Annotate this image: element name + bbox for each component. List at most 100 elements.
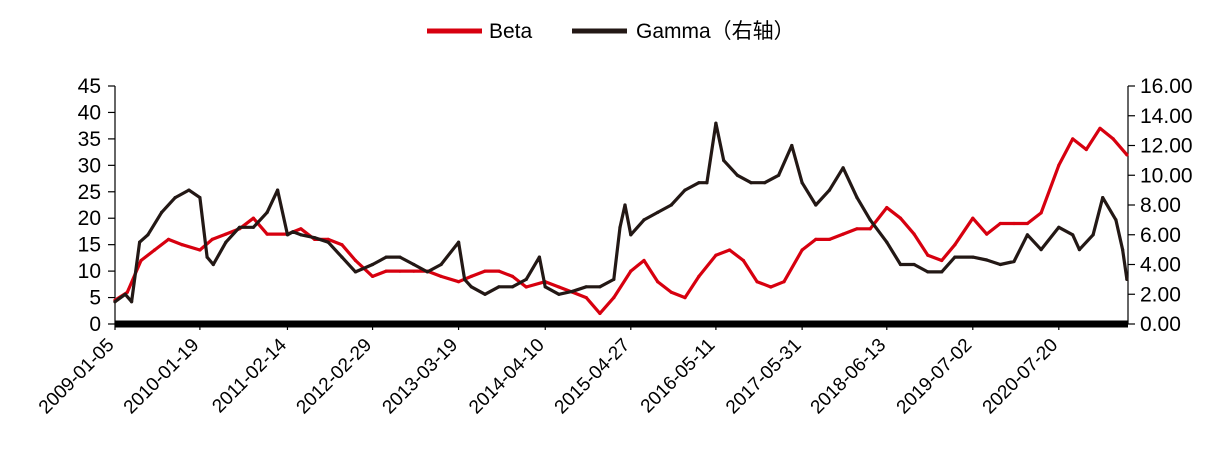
x-tick-label: 2011-02-14 [208,334,291,417]
data-point [276,188,280,192]
left-tick-label: 0 [89,313,101,336]
x-tick-label: 2019-07-02 [893,335,977,419]
data-point [998,262,1002,267]
data-point [483,269,487,273]
data-point [1114,218,1118,222]
data-point [224,232,228,236]
data-point [1091,233,1095,237]
data-point [125,290,129,294]
data-point [130,300,134,304]
data-point [898,262,903,267]
data-point [763,181,767,185]
data-point [173,196,177,200]
data-point [998,221,1002,226]
data-point [1125,153,1129,157]
data-point [971,255,975,259]
x-tick-label: 2013-03-19 [379,335,463,419]
data-point [210,237,214,241]
x-tick-label: 2014-04-10 [465,335,549,419]
data-point [524,277,528,281]
data-point [827,237,832,241]
x-tick-label: 2018-06-13 [807,335,891,419]
data-point [940,270,944,274]
data-point [1077,248,1081,252]
data-point [1057,225,1061,229]
data-point [340,255,344,259]
data-point [412,262,416,267]
x-tick-label: 2016-05-11 [637,335,720,418]
legend-label-2: Gamma（右轴） [636,20,795,43]
data-point [384,255,388,259]
data-point [251,225,255,229]
data-point [371,274,375,278]
data-point [669,290,673,294]
data-point [412,269,416,273]
data-point [469,285,473,289]
data-point [1039,211,1043,215]
data-point [1125,277,1129,281]
series-gamma [113,121,1129,304]
series-line-1 [113,126,1129,315]
data-point [1071,137,1075,141]
data-point [543,285,547,289]
data-point [790,143,794,148]
data-point [656,210,660,214]
data-point [722,158,726,162]
left-tick-label: 25 [78,181,101,204]
data-point [113,300,117,304]
data-point [198,248,202,252]
data-point [642,218,646,222]
data-point [439,262,443,267]
data-point [755,280,759,284]
data-point [146,233,150,237]
data-point [584,296,588,300]
data-point [868,227,872,231]
left-tick-label: 15 [78,234,101,257]
data-point [1121,248,1125,252]
data-point [971,216,975,220]
data-point [841,166,845,170]
right-tick-label: 8.00 [1140,194,1181,217]
data-point [985,232,989,236]
data-point [912,262,916,267]
data-point [371,262,375,267]
data-point [598,311,602,315]
plot-area [113,121,1129,315]
data-point [814,203,818,207]
data-point [537,255,542,259]
data-point [1084,147,1088,152]
data-point [629,233,633,237]
data-point [953,243,957,247]
left-tick-label: 40 [78,101,101,124]
data-point [299,227,303,231]
data-point [285,233,290,237]
data-point [198,196,202,200]
data-point [885,240,889,244]
left-tick-label: 35 [78,128,101,151]
data-point [313,236,317,240]
data-point [497,269,501,273]
data-point [299,233,303,237]
x-tick-label: 2010-01-19 [120,335,204,419]
data-point [384,269,388,273]
data-point [800,181,804,185]
data-point [251,216,255,220]
data-point [180,243,184,247]
data-point [855,196,859,200]
data-point [841,232,845,236]
chart-legend: Beta Gamma（右轴） [427,20,795,43]
data-point [827,188,832,192]
x-axis: 2009-01-05 2010-01-19 2011-02-14 2012-02-29… [35,324,1062,418]
data-point [1012,259,1016,264]
data-point [800,248,804,252]
data-point [868,218,872,222]
data-point [985,258,989,262]
right-tick-label: 4.00 [1140,254,1181,277]
data-point [398,255,402,259]
data-point [584,285,588,289]
data-point [705,181,709,185]
data-point [326,240,330,244]
data-point [571,289,575,293]
data-point [697,274,701,278]
